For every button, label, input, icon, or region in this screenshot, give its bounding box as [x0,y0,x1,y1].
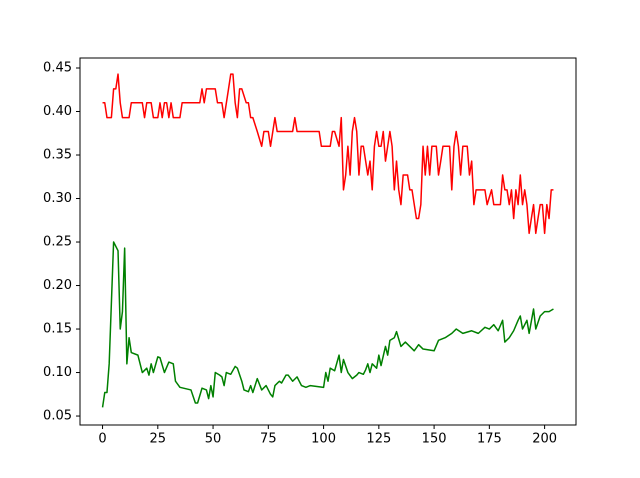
y-tick-label: 0.25 [43,235,72,250]
line-series [101,241,554,408]
y-tick-label: 0.10 [43,365,72,380]
x-tick-label: 50 [205,432,222,447]
x-tick-label: 100 [311,432,336,447]
y-tick-label: 0.40 [43,104,72,119]
axes-frame [79,57,577,426]
x-tick-label: 200 [532,432,557,447]
y-tick-label: 0.05 [43,409,72,424]
y-tick-label: 0.30 [43,191,72,206]
x-tick-label: 75 [260,432,277,447]
x-tick-label: 0 [98,432,106,447]
line-series [102,73,554,235]
x-tick-label: 175 [477,432,502,447]
x-tick-label: 25 [150,432,167,447]
y-tick-label: 0.45 [43,61,72,76]
y-tick-label: 0.35 [43,148,72,163]
x-tick-label: 125 [366,432,391,447]
y-tick-label: 0.15 [43,322,72,337]
x-tick-label: 150 [422,432,447,447]
y-tick-label: 0.20 [43,278,72,293]
